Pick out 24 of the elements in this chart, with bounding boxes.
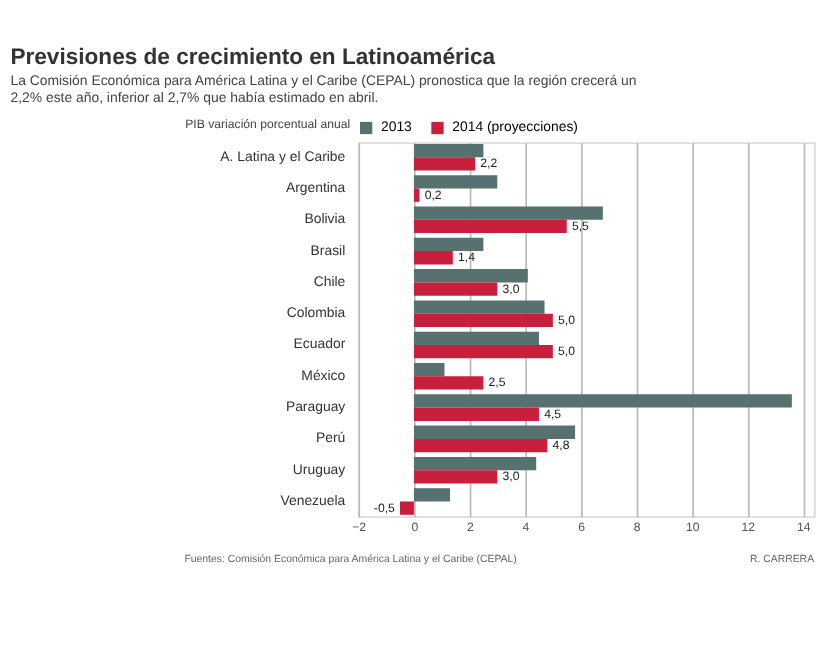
bar [413, 488, 451, 502]
bar [400, 501, 414, 515]
bar [413, 282, 498, 296]
bar [413, 143, 484, 158]
bar [413, 376, 484, 390]
bar [413, 237, 484, 252]
bar [413, 206, 603, 220]
bar [413, 251, 453, 265]
bar [413, 363, 445, 377]
bar [413, 394, 792, 408]
bar [413, 331, 539, 345]
bar [413, 438, 548, 453]
bar [413, 470, 498, 484]
bar [413, 300, 545, 314]
bar [413, 157, 476, 171]
bar [413, 456, 537, 471]
bar [413, 175, 498, 189]
chart-title: Previsiones de crecimiento en Latinoamérica [10, 46, 497, 71]
bar [413, 345, 553, 359]
bar [413, 269, 528, 283]
bar [413, 425, 576, 439]
bar [413, 313, 553, 328]
bar [413, 407, 539, 421]
bar [413, 219, 567, 234]
